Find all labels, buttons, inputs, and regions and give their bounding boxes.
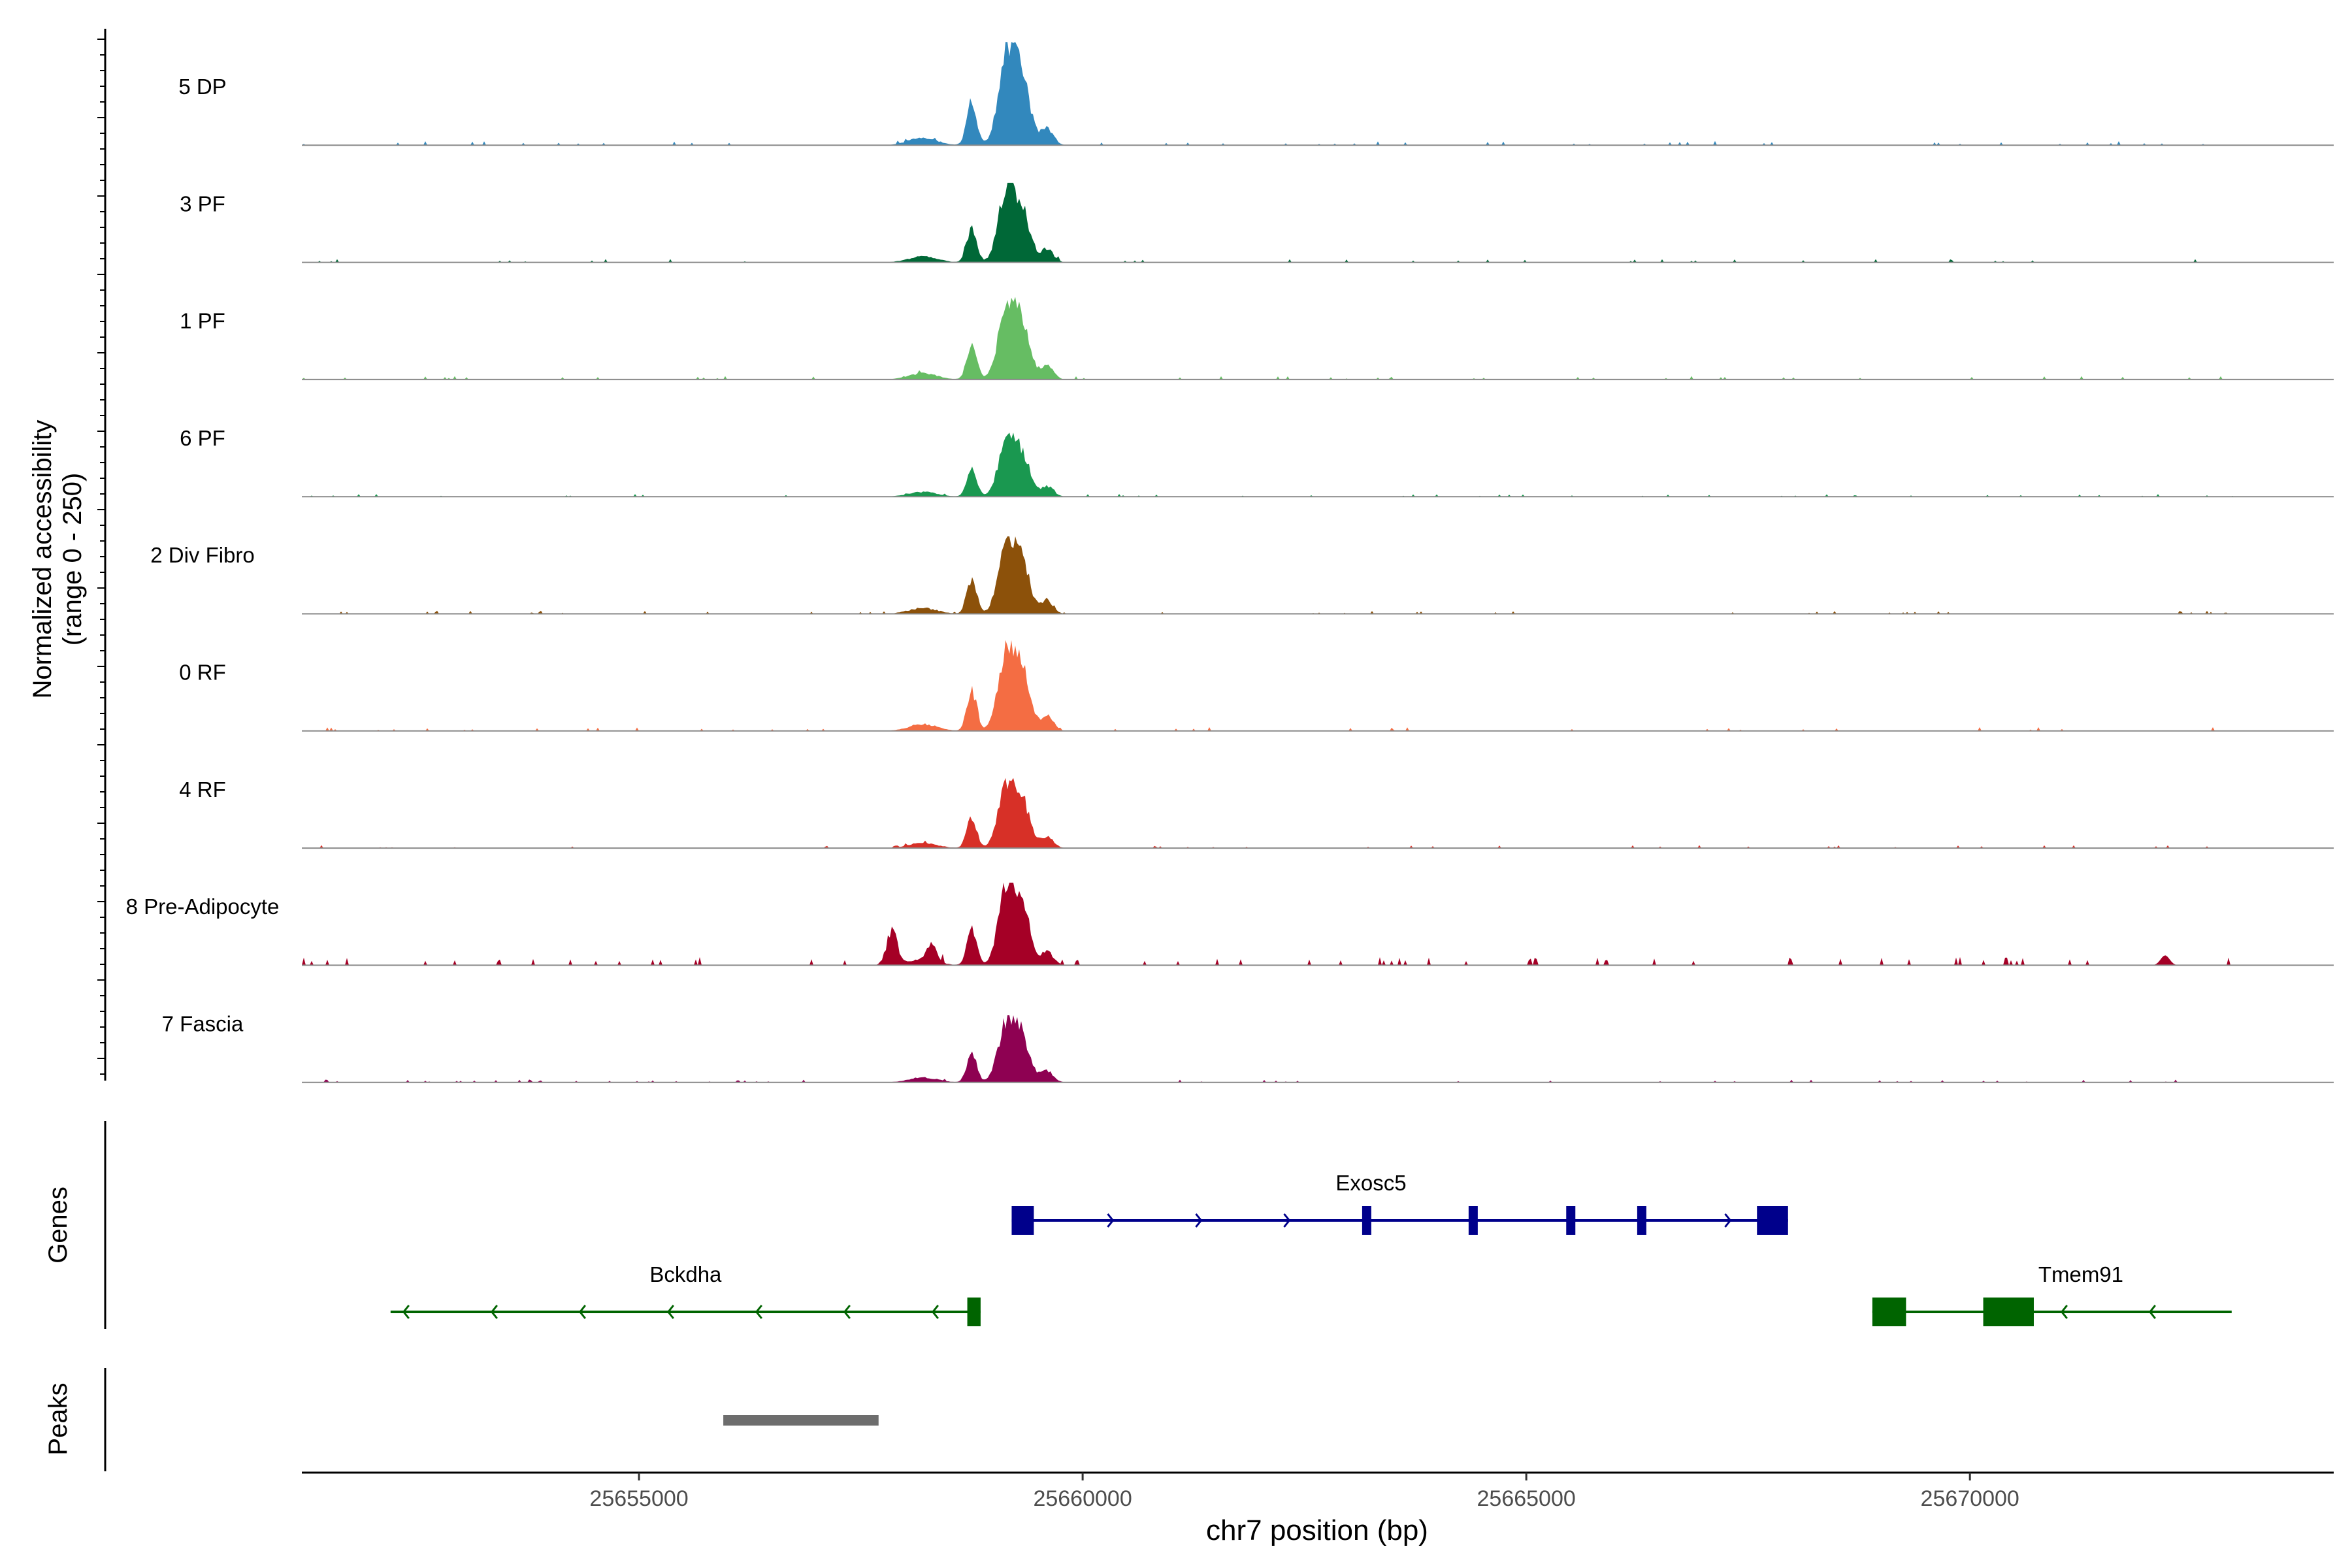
gene-tmem91: Tmem91 bbox=[1872, 1262, 2232, 1326]
coverage-track: 3 PF bbox=[180, 182, 2334, 263]
track-label: 7 Fascia bbox=[162, 1011, 244, 1036]
gene-exon bbox=[1872, 1298, 1906, 1326]
gene-exon bbox=[1983, 1298, 2034, 1326]
gene-label: Exosc5 bbox=[1335, 1171, 1406, 1195]
peaks-track-label: Peaks bbox=[44, 1382, 73, 1455]
coverage-track: 2 Div Fibro bbox=[150, 536, 2334, 615]
x-tick-label: 25655000 bbox=[589, 1486, 688, 1511]
gene-exon bbox=[1566, 1206, 1576, 1235]
x-tick-label: 25665000 bbox=[1477, 1486, 1576, 1511]
coverage-track: 6 PF bbox=[180, 426, 2334, 498]
peak-region bbox=[723, 1415, 879, 1426]
track-label: 0 RF bbox=[179, 661, 226, 685]
peak-regions bbox=[723, 1415, 879, 1426]
strand-arrow bbox=[1107, 1213, 1115, 1228]
coverage-track: 1 PF bbox=[180, 297, 2334, 380]
coverage-y-axis-ticks bbox=[97, 39, 105, 1075]
coverage-tracks: 5 DP 3 PF 1 PF 6 PF 2 Div Fibro 0 RF 4 RF 8 Pre… bbox=[126, 42, 2334, 1083]
strand-arrow bbox=[490, 1305, 498, 1319]
gene-bckdha: Bckdha bbox=[390, 1262, 981, 1326]
strand-arrow bbox=[843, 1305, 851, 1319]
gene-exon bbox=[967, 1298, 981, 1326]
track-label: 4 RF bbox=[179, 777, 226, 802]
y-axis-label-range: (range 0 - 250) bbox=[58, 473, 87, 646]
gene-exon bbox=[1011, 1206, 1034, 1235]
strand-arrow bbox=[2148, 1305, 2156, 1319]
track-label: 5 DP bbox=[178, 74, 226, 99]
x-tick-label: 25660000 bbox=[1033, 1486, 1132, 1511]
x-axis-ticks: 25655000 25660000 25665000 25670000 bbox=[589, 1473, 2019, 1511]
coverage-track: 5 DP bbox=[178, 42, 2334, 146]
x-axis-label: chr7 position (bp) bbox=[1206, 1514, 1428, 1546]
gene-exon bbox=[1468, 1206, 1478, 1235]
track-label: 6 PF bbox=[180, 426, 225, 450]
x-tick-label: 25670000 bbox=[1921, 1486, 2019, 1511]
strand-arrow bbox=[666, 1305, 674, 1319]
strand-arrow bbox=[931, 1305, 939, 1319]
coverage-track: 7 Fascia bbox=[162, 1011, 2334, 1083]
strand-arrow bbox=[755, 1305, 762, 1319]
strand-arrow bbox=[402, 1305, 410, 1319]
genes-track-label: Genes bbox=[44, 1186, 73, 1264]
coverage-track: 0 RF bbox=[179, 640, 2334, 732]
gene-exon bbox=[1637, 1206, 1646, 1235]
strand-arrow bbox=[2060, 1305, 2068, 1319]
gene-label: Bckdha bbox=[649, 1262, 722, 1286]
gene-label: Tmem91 bbox=[2038, 1262, 2123, 1286]
track-label: 1 PF bbox=[180, 309, 225, 333]
gene-exon bbox=[1362, 1206, 1371, 1235]
y-axis-label: Normalized accessibility bbox=[28, 420, 57, 699]
strand-arrow bbox=[1724, 1213, 1732, 1228]
strand-arrow bbox=[1283, 1213, 1291, 1228]
track-label: 3 PF bbox=[180, 191, 225, 216]
gene-exosc5: Exosc5 bbox=[1011, 1171, 1788, 1235]
gene-annotations: Exosc5 Bckdha Tmem91 bbox=[390, 1171, 2232, 1326]
strand-arrow bbox=[578, 1305, 586, 1319]
strand-arrow bbox=[1195, 1213, 1203, 1228]
gene-exon bbox=[1757, 1206, 1788, 1235]
coverage-track: 4 RF bbox=[179, 777, 2334, 849]
coverage-track: 8 Pre-Adipocyte bbox=[126, 883, 2334, 966]
track-label: 8 Pre-Adipocyte bbox=[126, 894, 280, 919]
track-label: 2 Div Fibro bbox=[150, 543, 255, 567]
